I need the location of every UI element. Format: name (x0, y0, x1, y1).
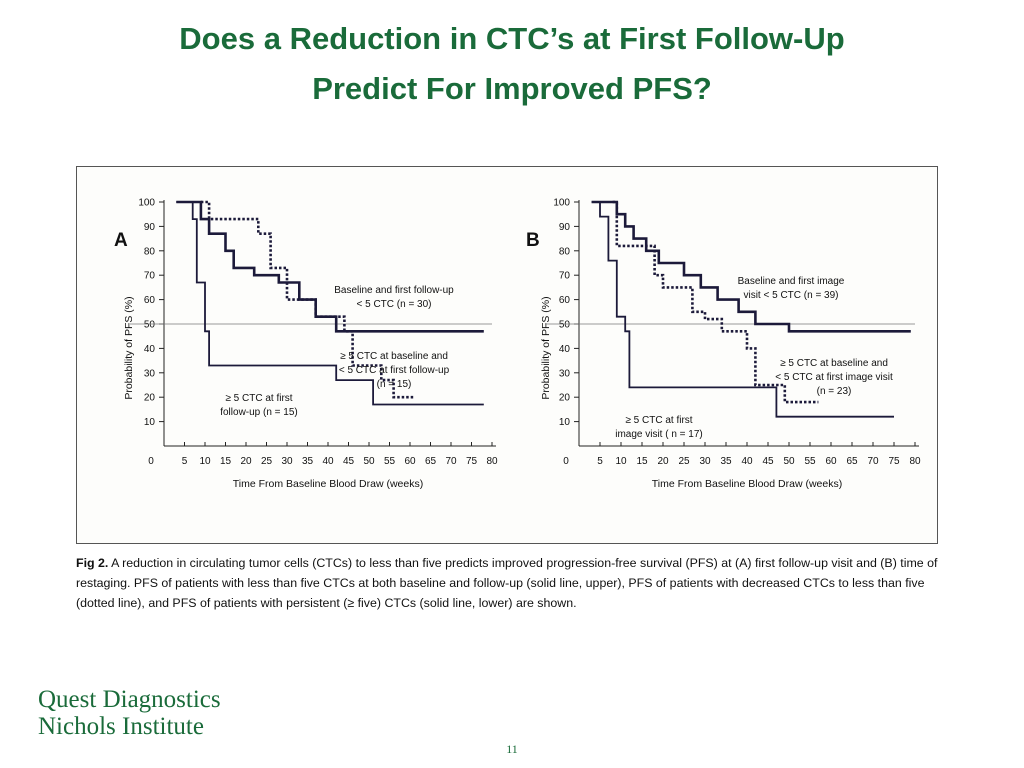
y-tick-label: 20 (144, 393, 156, 404)
y-tick-label: 40 (559, 344, 571, 355)
x-tick-label: 80 (909, 456, 921, 467)
series-annotation-line: Baseline and first image (738, 276, 845, 287)
y-axis-label: Probability of PFS (%) (123, 296, 135, 399)
x-tick-label: 10 (615, 456, 627, 467)
x-tick-label: 15 (636, 456, 648, 467)
x-tick-label: 80 (486, 456, 498, 467)
series-line-lower (176, 201, 484, 406)
panel-label: B (526, 230, 540, 251)
x-tick-label: 50 (363, 456, 375, 467)
x-axis-label: Time From Baseline Blood Draw (weeks) (652, 478, 842, 490)
x-tick-label: 75 (466, 456, 478, 467)
x-tick-label: 65 (425, 456, 437, 467)
y-tick-label: 90 (144, 222, 156, 233)
series-annotation: Baseline and first follow-up < 5 CTC (n =… (334, 285, 454, 310)
series-annotation-line: visit < 5 CTC (n = 39) (743, 290, 838, 301)
series-annotation: ≥ 5 CTC at baseline and < 5 CTC at first … (775, 358, 893, 397)
x-tick-label: 60 (404, 456, 416, 467)
series-annotation-line: (n = 15) (377, 379, 412, 390)
y-tick-label: 100 (553, 198, 570, 209)
x-tick-label: 70 (867, 456, 879, 467)
x-tick-label: 5 (597, 456, 603, 467)
y-tick-label: 80 (144, 246, 156, 257)
x-tick-label: 50 (783, 456, 795, 467)
logo-line-2: Nichols Institute (38, 713, 204, 740)
series-line-upper (176, 200, 484, 333)
series-annotation-line: < 5 CTC (n = 30) (356, 299, 431, 310)
y-tick-label: 20 (559, 393, 571, 404)
series-annotation-line: ≥ 5 CTC at baseline and (780, 358, 888, 369)
series-line-lower (591, 201, 894, 418)
y-tick-label: 70 (144, 271, 156, 282)
x-tick-label: 45 (762, 456, 774, 467)
y-tick-label: 30 (559, 368, 571, 379)
x-tick-label: 45 (343, 456, 355, 467)
x-tick-label: 70 (445, 456, 457, 467)
x-axis-label: Time From Baseline Blood Draw (weeks) (233, 478, 423, 490)
y-tick-label: 100 (138, 198, 155, 209)
series-annotation-line: < 5 CTC at first image visit (775, 372, 893, 383)
x-tick-label: 20 (657, 456, 669, 467)
y-tick-label: 50 (144, 320, 156, 331)
y-tick-label: 40 (144, 344, 156, 355)
series-annotation: ≥ 5 CTC at first image visit ( n = 17) (615, 415, 703, 440)
figure-caption-label: Fig 2. (76, 556, 109, 570)
series-annotation-line: Baseline and first follow-up (334, 285, 454, 296)
x-tick-label: 10 (199, 456, 211, 467)
x-tick-label: 15 (220, 456, 232, 467)
y-tick-label: 90 (559, 222, 571, 233)
quest-diagnostics-logo: Quest Diagnostics Nichols Institute (38, 686, 221, 740)
y-tick-label: 10 (559, 417, 571, 428)
y-axis-label: Probability of PFS (%) (540, 296, 552, 399)
x-tick-label: 0 (563, 456, 569, 467)
x-tick-label: 35 (302, 456, 314, 467)
series-annotation: ≥ 5 CTC at baseline and < 5 CTC at first … (339, 351, 450, 390)
series-annotation: Baseline and first image visit < 5 CTC (n… (738, 276, 845, 301)
x-tick-label: 20 (240, 456, 252, 467)
x-tick-label: 30 (281, 456, 293, 467)
x-tick-label: 25 (678, 456, 690, 467)
y-tick-label: 10 (144, 417, 156, 428)
x-tick-label: 30 (699, 456, 711, 467)
y-tick-label: 60 (559, 295, 571, 306)
y-tick-label: 70 (559, 271, 571, 282)
y-tick-label: 30 (144, 368, 156, 379)
panel-b-chart: B 10 20 30 40 50 60 70 80 90 100 0 5 10 15 20 25 30 35 40 45… (526, 198, 921, 491)
page-number: 11 (506, 742, 518, 756)
x-tick-label: 55 (384, 456, 396, 467)
series-annotation: ≥ 5 CTC at first follow-up (n = 15) (220, 393, 298, 418)
slide-title-line-1: Does a Reduction in CTC’s at First Follo… (179, 21, 845, 56)
series-annotation-line: ≥ 5 CTC at baseline and (340, 351, 448, 362)
series-annotation-line: ≥ 5 CTC at first (625, 415, 692, 426)
x-tick-label: 60 (825, 456, 837, 467)
series-annotation-line: ≥ 5 CTC at first (225, 393, 292, 404)
series-line-dotted (612, 200, 819, 404)
slide-title-line-2: Predict For Improved PFS? (312, 71, 712, 106)
series-line-dotted (200, 200, 415, 399)
series-annotation-line: < 5 CTC at first follow-up (339, 365, 450, 376)
figure-caption-text: A reduction in circulating tumor cells (… (76, 556, 938, 610)
x-tick-label: 40 (322, 456, 334, 467)
x-tick-label: 40 (741, 456, 753, 467)
series-line-upper (591, 200, 911, 333)
x-tick-label: 55 (804, 456, 816, 467)
x-tick-label: 0 (148, 456, 154, 467)
x-tick-label: 75 (888, 456, 900, 467)
y-tick-label: 50 (559, 320, 571, 331)
series-annotation-line: (n = 23) (817, 386, 852, 397)
series-annotation-line: follow-up (n = 15) (220, 407, 298, 418)
x-tick-label: 25 (261, 456, 273, 467)
y-tick-label: 80 (559, 246, 571, 257)
logo-line-1: Quest Diagnostics (38, 686, 221, 713)
panel-a-chart: A 10 20 30 40 50 60 70 80 90 100 0 5 10 15 20 25 30 35 40 45… (114, 198, 498, 491)
series-annotation-line: image visit ( n = 17) (615, 429, 703, 440)
x-tick-label: 5 (182, 456, 188, 467)
x-tick-label: 65 (846, 456, 858, 467)
y-tick-label: 60 (144, 295, 156, 306)
figure-caption: Fig 2. A reduction in circulating tumor … (76, 553, 942, 613)
panel-label: A (114, 230, 128, 251)
x-tick-label: 35 (720, 456, 732, 467)
figure-frame (76, 166, 938, 544)
